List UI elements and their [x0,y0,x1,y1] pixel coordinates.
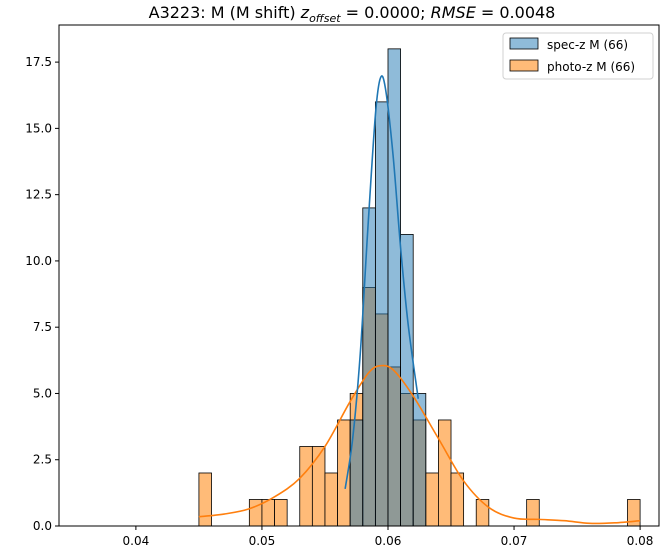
photo-z-bar [198,472,212,527]
photo-z-bar [526,499,540,527]
photo-z-bar [299,446,313,527]
spec-z-bar [362,207,376,527]
title-prefix: A3223: M (M shift) [149,3,301,22]
title-var-z-subscript: offset [309,12,341,25]
legend-swatch-spec-z [509,37,539,50]
photo-z-bar [311,446,326,527]
photo-z-bar [324,472,338,527]
x-tick-label: 0.05 [249,534,276,548]
photo-z-kde-line [198,364,641,525]
kde-curves [198,75,641,525]
y-tick-label: 12.5 [25,188,52,202]
spec-z-kde-line [344,75,420,490]
x-tick-label: 0.04 [123,534,150,548]
title-var-rmse: RMSE [431,3,477,22]
legend: spec-z M (66) photo-z M (66) [502,32,654,80]
photo-z-bar [248,499,263,527]
title-equals-2: = 0.0048 [476,3,556,22]
spec-z-bars [349,48,427,527]
y-tick-label: 15.0 [25,121,52,135]
chart-title: A3223: M (M shift) zoffset = 0.0000; RMS… [149,3,556,25]
y-axis: 0.0 2.5 5.0 7.5 10.0 12.5 15.0 17.5 [25,55,59,533]
photo-z-bar [274,499,288,527]
y-tick-label: 2.5 [33,453,52,467]
y-tick-label: 0.0 [33,519,52,533]
photo-z-bar [475,499,490,527]
photo-z-bar [450,472,465,527]
x-tick-label: 0.08 [627,534,654,548]
y-tick-label: 7.5 [33,320,52,334]
x-axis: 0.04 0.05 0.06 0.07 0.08 [123,526,654,548]
legend-label-photo-z: photo-z M (66) [547,60,635,74]
plot-frame [58,24,660,527]
legend-label-spec-z: spec-z M (66) [547,38,628,52]
x-tick-label: 0.07 [501,534,528,548]
y-tick-label: 5.0 [33,386,52,400]
spec-z-bar [374,101,389,527]
y-tick-label: 10.0 [25,254,52,268]
y-tick-label: 17.5 [25,55,52,69]
x-tick-label: 0.06 [375,534,402,548]
title-equals-1: = 0.0000; [341,3,431,22]
legend-box [502,32,654,80]
photo-z-bar [425,472,439,527]
spec-z-bar [349,419,364,527]
photo-z-bar [438,419,452,527]
legend-swatch-photo-z [509,59,539,72]
title-var-z: z [300,3,310,22]
